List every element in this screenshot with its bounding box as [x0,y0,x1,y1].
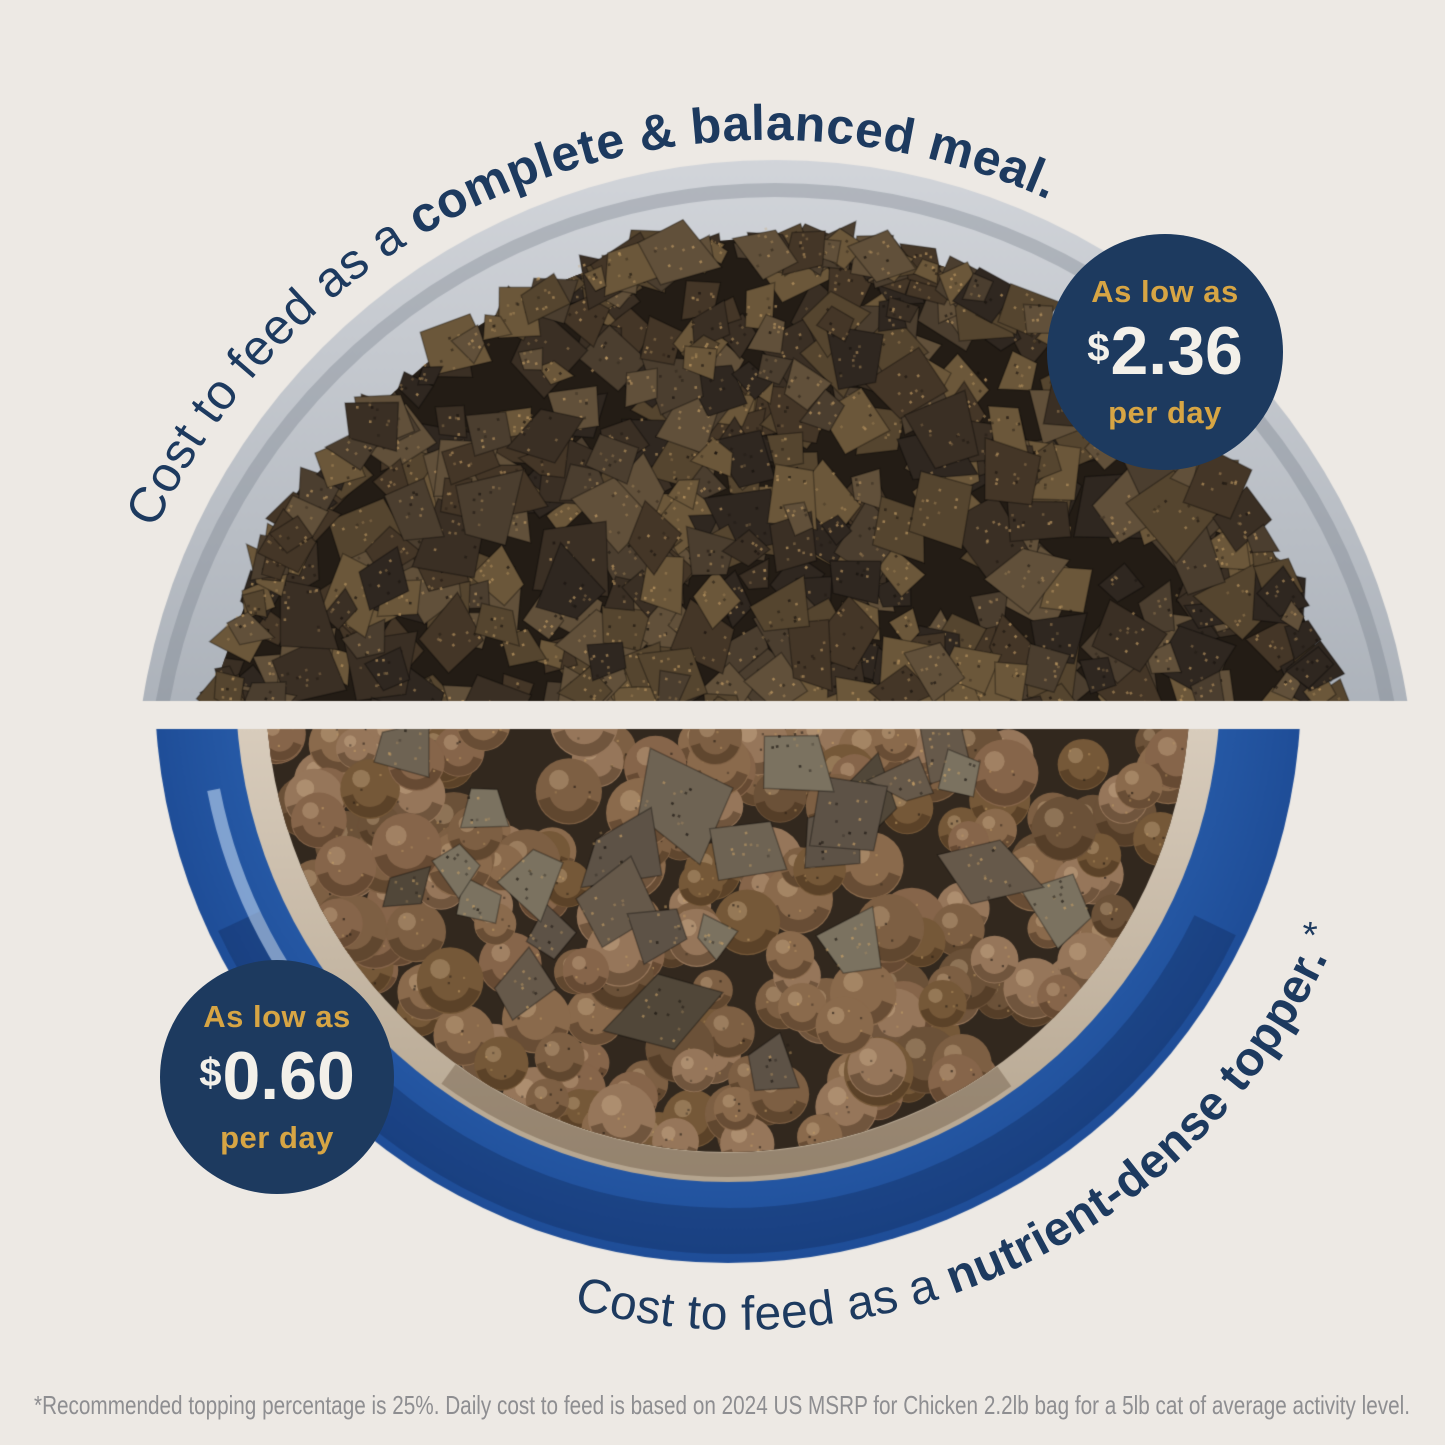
top-arc-text: Cost to feed as a complete & balanced me… [0,0,1162,654]
badge-amount-value: 0.60 [222,1038,355,1114]
bottom-arc-bold: nutrient-dense topper. [939,938,1339,1304]
badge-suffix: per day [220,1120,334,1155]
badge-amount-value: 2.36 [1110,313,1243,389]
price-badge-bottom: As low as $0.60 per day [160,960,394,1194]
badge-prefix: As low as [203,999,351,1034]
footnote-text: *Recommended topping percentage is 25%. … [34,1390,1410,1420]
bottom-arc-regular: Cost to feed as a [571,1254,957,1341]
price-badge-top: As low as $2.36 per day [1047,234,1283,470]
top-arc-regular: Cost to feed as a [114,198,426,534]
badge-prefix: As low as [1091,274,1239,309]
currency-symbol: $ [1087,326,1110,370]
badge-amount: $0.60 [199,1042,355,1110]
badge-suffix: per day [1108,395,1222,430]
currency-symbol: $ [199,1051,222,1095]
top-arc-bold: complete & balanced meal. [398,95,1067,246]
badge-amount: $2.36 [1087,317,1243,385]
